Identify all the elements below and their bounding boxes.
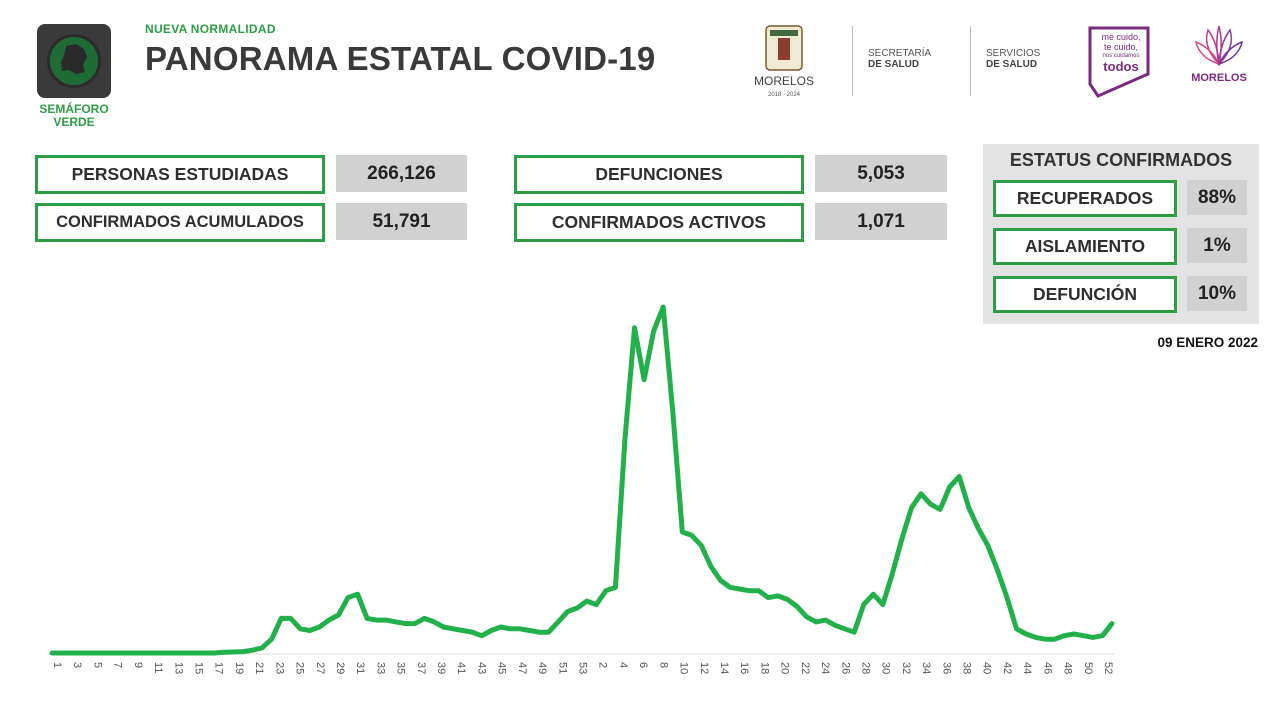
logo-divider (852, 26, 853, 96)
x-tick-label: 24 (819, 662, 831, 674)
morelos-anenecuilco-logo: MORELOS (1188, 24, 1250, 100)
x-tick-label: 33 (374, 662, 386, 674)
semaforo-label: SEMÁFORO VERDE (39, 102, 109, 129)
page-title: PANORAMA ESTATAL COVID-19 (145, 40, 656, 77)
confirmados-activos-label: CONFIRMADOS ACTIVOS (514, 203, 804, 242)
x-tick-label: 9 (132, 662, 144, 668)
secretaria-logo: SECRETARÍA DE SALUD (868, 48, 931, 70)
personas-estudiadas-label: PERSONAS ESTUDIADAS (35, 155, 325, 194)
x-tick-label: 3 (71, 662, 83, 668)
campaign-line4: todos (1103, 59, 1139, 74)
x-tick-label: 41 (455, 662, 467, 674)
x-tick-label: 15 (192, 662, 204, 674)
x-tick-label: 11 (152, 662, 164, 673)
x-tick-label: 44 (1021, 662, 1033, 674)
campaign-badge-icon (1088, 26, 1150, 98)
defunciones-label: DEFUNCIONES (514, 155, 804, 194)
x-tick-label: 7 (112, 662, 124, 668)
x-tick-label: 18 (758, 662, 770, 674)
status-title: ESTATUS CONFIRMADOS (1009, 150, 1233, 170)
morelos-logo-name: MORELOS (753, 74, 814, 88)
x-tick-label: 5 (91, 662, 103, 668)
chart-series (49, 304, 1115, 656)
x-tick-label: 19 (233, 662, 245, 674)
x-tick-label: 20 (779, 662, 791, 674)
kicker-text: NUEVA NORMALIDAD (145, 22, 276, 36)
x-tick-label: 25 (294, 662, 306, 674)
morelos-logo: MORELOS 2018 - 2024 (752, 24, 816, 100)
servicios-line1: SERVICIOS (986, 48, 1041, 59)
confirmados-acumulados-value: 51,791 (336, 203, 467, 240)
x-tick-label: 51 (556, 662, 568, 674)
x-tick-label: 36 (940, 662, 952, 674)
semaforo-icon (37, 24, 111, 98)
x-tick-label: 37 (415, 662, 427, 674)
morelos-shield-icon (765, 25, 803, 71)
x-tick-label: 8 (657, 662, 669, 668)
x-tick-label: 50 (1082, 662, 1094, 674)
x-tick-label: 6 (637, 662, 649, 668)
x-tick-label: 30 (880, 662, 892, 674)
x-tick-label: 14 (718, 662, 730, 674)
aislamiento-value: 1% (1187, 228, 1247, 263)
x-tick-label: 35 (395, 662, 407, 674)
campaign-line2: te cuido, (1103, 42, 1139, 52)
x-tick-label: 13 (172, 662, 184, 674)
x-tick-label: 23 (273, 662, 285, 674)
morelos-map-icon (61, 44, 87, 74)
logo-divider (970, 26, 971, 96)
x-tick-label: 52 (1102, 662, 1114, 674)
x-tick-label: 28 (859, 662, 871, 674)
confirmados-acumulados-label: CONFIRMADOS ACUMULADOS (35, 203, 325, 242)
x-tick-label: 46 (1041, 662, 1053, 674)
confirmados-activos-value: 1,071 (815, 203, 947, 240)
x-tick-label: 16 (738, 662, 750, 674)
x-tick-label: 48 (1062, 662, 1074, 674)
anenecuilco-logo-name: MORELOS (1191, 72, 1247, 84)
x-tick-label: 47 (516, 662, 528, 674)
x-tick-label: 53 (577, 662, 589, 674)
series-line (49, 304, 1115, 656)
x-tick-label: 32 (900, 662, 912, 674)
recuperados-value: 88% (1187, 180, 1247, 215)
x-tick-label: 38 (961, 662, 973, 674)
x-tick-label: 29 (334, 662, 346, 674)
x-tick-label: 17 (213, 662, 225, 674)
campaign-logo: me cuido, te cuido, nos cuidamos todos (1084, 24, 1154, 98)
secretaria-line1: SECRETARÍA (868, 48, 932, 59)
personas-estudiadas-value: 266,126 (336, 155, 467, 192)
x-tick-label: 21 (253, 662, 265, 674)
x-tick-label: 40 (981, 662, 993, 674)
x-tick-label: 4 (617, 662, 629, 668)
aislamiento-label: AISLAMIENTO (993, 228, 1177, 265)
x-tick-label: 10 (678, 662, 690, 674)
morelos-logo-years: 2018 - 2024 (767, 92, 801, 98)
servicios-line2: DE SALUD (986, 59, 1038, 70)
secretaria-line2: DE SALUD (868, 59, 920, 70)
x-tick-label: 49 (536, 662, 548, 674)
recuperados-label: RECUPERADOS (993, 180, 1177, 217)
x-tick-label: 31 (354, 662, 366, 674)
defunciones-value: 5,053 (815, 155, 947, 192)
defuncion-label: DEFUNCIÓN (993, 276, 1177, 313)
x-axis-ticks: 1 3 5 7 9 11 13 15 17 19 21 23 25 27 29 31 33 35 37 39 41 43 4… (51, 662, 1114, 674)
x-tick-label: 34 (920, 662, 932, 674)
x-tick-label: 2 (597, 662, 609, 668)
report-date: 09 ENERO 2022 (1157, 335, 1258, 350)
x-tick-label: 27 (314, 662, 326, 674)
x-tick-label: 12 (698, 662, 710, 674)
x-tick-label: 45 (496, 662, 508, 674)
x-tick-label: 39 (435, 662, 447, 674)
campaign-line1: me cuido, (1101, 32, 1141, 42)
lotus-flower-icon (1194, 25, 1244, 66)
x-tick-label: 43 (475, 662, 487, 674)
x-tick-label: 42 (1001, 662, 1013, 674)
x-tick-label: 26 (839, 662, 851, 674)
campaign-line3: nos cuidamos (1102, 53, 1140, 59)
x-tick-label: 1 (51, 662, 63, 668)
defuncion-value: 10% (1187, 276, 1247, 311)
servicios-logo: SERVICIOS DE SALUD (986, 48, 1040, 70)
x-tick-label: 22 (799, 662, 811, 674)
